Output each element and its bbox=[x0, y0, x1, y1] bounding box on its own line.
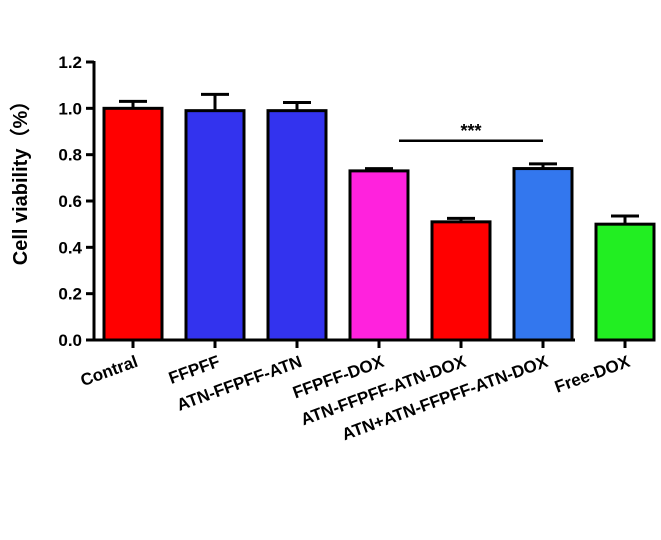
bar bbox=[594, 222, 656, 342]
bar bbox=[266, 109, 328, 342]
bar bbox=[102, 106, 164, 342]
y-tick-label: 0.0 bbox=[58, 331, 82, 350]
bar bbox=[512, 167, 574, 342]
bar bbox=[184, 109, 246, 342]
significance-label: *** bbox=[460, 121, 481, 141]
x-tick-label: Free-DOX bbox=[552, 352, 633, 397]
y-tick-label: 1.0 bbox=[58, 99, 82, 118]
y-tick-label: 0.4 bbox=[58, 238, 82, 257]
y-tick-label: 0.8 bbox=[58, 146, 82, 165]
y-tick-label: 0.2 bbox=[58, 285, 82, 304]
x-axis-labels: Contral FFPFFATN-FFPFF-ATNFFPFF-DOXATN-FF… bbox=[78, 352, 633, 445]
bar bbox=[430, 220, 492, 342]
significance-annotation: *** bbox=[399, 121, 543, 143]
bars bbox=[102, 92, 656, 342]
bar bbox=[348, 169, 410, 342]
y-tick-label: 0.6 bbox=[58, 192, 82, 211]
y-tick-label: 1.2 bbox=[58, 53, 82, 72]
x-tick-label: Contral bbox=[78, 352, 140, 390]
y-axis-title: Cell viability（%） bbox=[9, 91, 32, 266]
